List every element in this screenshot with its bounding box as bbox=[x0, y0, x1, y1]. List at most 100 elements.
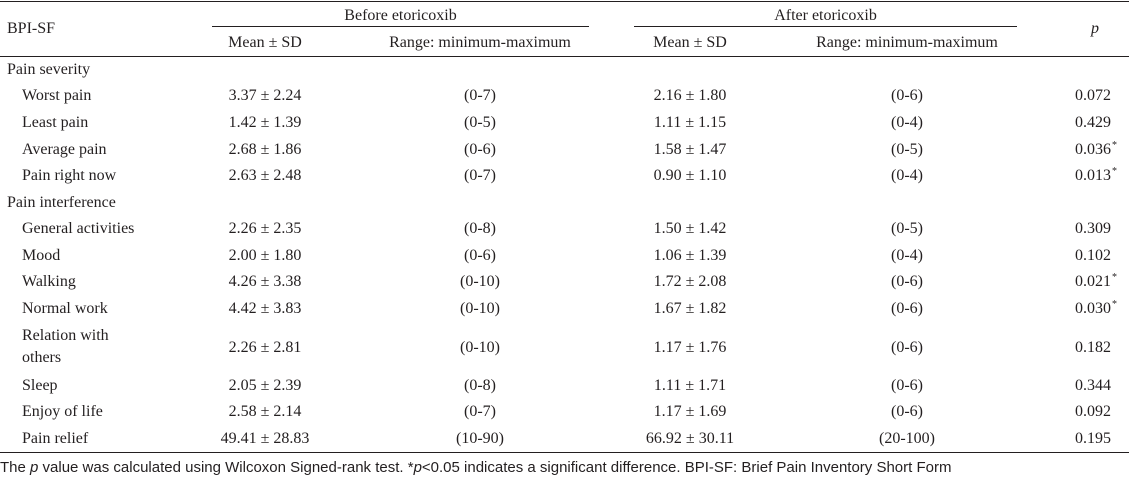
p-value: 0.182 bbox=[1075, 338, 1111, 358]
section-label: Pain severity bbox=[7, 61, 91, 78]
before-mean-sd: 1.42 ± 1.39 bbox=[228, 114, 302, 131]
p-value-number: 0.102 bbox=[1075, 247, 1111, 264]
p-value: 0.102 bbox=[1075, 246, 1111, 266]
p-value-number: 0.021 bbox=[1075, 273, 1111, 290]
row-label: Least pain bbox=[22, 114, 89, 131]
p-value-number: 0.030 bbox=[1075, 300, 1111, 317]
significance-marker: * bbox=[1112, 166, 1117, 177]
before-mean-sd: 2.26 ± 2.81 bbox=[228, 339, 302, 356]
footnote-p-italic-2: p bbox=[413, 459, 422, 476]
header-p: p bbox=[1091, 20, 1099, 37]
before-range: (0-5) bbox=[464, 114, 496, 131]
table-footnote: The p value was calculated using Wilcoxo… bbox=[0, 458, 1129, 478]
significance-marker: * bbox=[1112, 299, 1117, 310]
row-label: Pain relief bbox=[22, 430, 89, 447]
before-range: (0-8) bbox=[464, 377, 496, 394]
after-mean-sd: 1.11 ± 1.71 bbox=[653, 377, 727, 394]
before-mean-sd: 2.68 ± 1.86 bbox=[228, 141, 302, 158]
p-value: 0.429 bbox=[1075, 113, 1111, 133]
header-after-etoricoxib: After etoricoxib bbox=[774, 7, 877, 24]
row-label: Walking bbox=[22, 273, 76, 290]
p-value-number: 0.344 bbox=[1075, 377, 1111, 394]
after-range: (0-6) bbox=[891, 403, 923, 420]
p-value-number: 0.013 bbox=[1075, 167, 1111, 184]
after-mean-sd: 1.06 ± 1.39 bbox=[653, 247, 727, 264]
before-group-rule bbox=[212, 26, 589, 27]
before-mean-sd: 49.41 ± 28.83 bbox=[220, 430, 310, 447]
before-mean-sd: 2.00 ± 1.80 bbox=[228, 247, 302, 264]
footnote-p-italic: p bbox=[30, 459, 39, 476]
after-mean-sd: 1.58 ± 1.47 bbox=[653, 141, 727, 158]
after-range: (0-5) bbox=[891, 141, 923, 158]
before-mean-sd: 2.26 ± 2.35 bbox=[228, 220, 302, 237]
row-label-line2: others bbox=[22, 349, 62, 366]
after-mean-sd: 1.17 ± 1.69 bbox=[653, 403, 727, 420]
after-range: (0-4) bbox=[891, 167, 923, 184]
row-label: Pain right now bbox=[22, 167, 117, 184]
after-group-rule bbox=[634, 26, 1017, 27]
p-value: 0.092 bbox=[1075, 402, 1111, 422]
after-range: (0-5) bbox=[891, 220, 923, 237]
p-value-number: 0.195 bbox=[1075, 430, 1111, 447]
row-label: Relation with bbox=[22, 327, 109, 344]
p-value: 0.013* bbox=[1075, 166, 1117, 188]
significance-marker: * bbox=[1112, 272, 1117, 283]
footnote-part1: The bbox=[0, 459, 31, 476]
footnote-part2: value was calculated using Wilcoxon Sign… bbox=[38, 459, 414, 476]
p-value-number: 0.429 bbox=[1075, 114, 1111, 131]
header-before-range: Range: minimum-maximum bbox=[389, 34, 571, 51]
before-range: (0-6) bbox=[464, 247, 496, 264]
before-mean-sd: 4.26 ± 3.38 bbox=[228, 273, 302, 290]
p-value: 0.195 bbox=[1075, 429, 1111, 449]
after-range: (0-4) bbox=[891, 114, 923, 131]
p-value-number: 0.092 bbox=[1075, 403, 1111, 420]
after-mean-sd: 1.67 ± 1.82 bbox=[653, 300, 727, 317]
before-mean-sd: 3.37 ± 2.24 bbox=[228, 87, 302, 104]
header-before-etoricoxib: Before etoricoxib bbox=[344, 7, 457, 24]
before-range: (0-10) bbox=[460, 339, 500, 356]
before-range: (10-90) bbox=[456, 430, 504, 447]
footnote-part3: <0.05 indicates a significant difference… bbox=[421, 459, 952, 476]
after-mean-sd: 1.50 ± 1.42 bbox=[653, 220, 727, 237]
after-mean-sd: 1.17 ± 1.76 bbox=[653, 339, 727, 356]
p-value-number: 0.072 bbox=[1075, 87, 1111, 104]
before-mean-sd: 2.63 ± 2.48 bbox=[228, 167, 302, 184]
after-range: (0-6) bbox=[891, 87, 923, 104]
before-range: (0-6) bbox=[464, 141, 496, 158]
before-range: (0-10) bbox=[460, 273, 500, 290]
row-label: Enjoy of life bbox=[22, 403, 103, 420]
after-range: (0-6) bbox=[891, 377, 923, 394]
row-label: General activities bbox=[22, 220, 135, 237]
after-mean-sd: 1.72 ± 2.08 bbox=[653, 273, 727, 290]
p-value: 0.021* bbox=[1075, 272, 1117, 294]
table-bottom-rule bbox=[0, 452, 1129, 453]
before-range: (0-8) bbox=[464, 220, 496, 237]
before-mean-sd: 2.05 ± 2.39 bbox=[228, 377, 302, 394]
row-label: Mood bbox=[22, 247, 61, 264]
header-bottom-rule bbox=[0, 56, 1129, 57]
before-range: (0-7) bbox=[464, 87, 496, 104]
p-value: 0.036* bbox=[1075, 140, 1117, 162]
row-label: Normal work bbox=[22, 300, 108, 317]
header-after-mean-sd: Mean ± SD bbox=[653, 34, 727, 51]
after-mean-sd: 2.16 ± 1.80 bbox=[653, 87, 727, 104]
p-value: 0.072 bbox=[1075, 86, 1111, 106]
top-rule bbox=[0, 1, 1129, 2]
after-range: (0-6) bbox=[891, 300, 923, 317]
after-range: (0-6) bbox=[891, 273, 923, 290]
significance-marker: * bbox=[1112, 140, 1117, 151]
header-before-mean-sd: Mean ± SD bbox=[228, 34, 302, 51]
p-value: 0.344 bbox=[1075, 376, 1111, 396]
p-value: 0.030* bbox=[1075, 299, 1117, 321]
p-value: 0.309 bbox=[1075, 219, 1111, 239]
after-mean-sd: 1.11 ± 1.15 bbox=[653, 114, 727, 131]
p-value-number: 0.036 bbox=[1075, 141, 1111, 158]
after-range: (0-6) bbox=[891, 339, 923, 356]
p-value-number: 0.182 bbox=[1075, 339, 1111, 356]
before-mean-sd: 4.42 ± 3.83 bbox=[228, 300, 302, 317]
section-label: Pain interference bbox=[7, 194, 116, 211]
before-range: (0-7) bbox=[464, 167, 496, 184]
row-label: Average pain bbox=[22, 141, 107, 158]
row-label: Worst pain bbox=[22, 87, 92, 104]
before-range: (0-10) bbox=[460, 300, 500, 317]
